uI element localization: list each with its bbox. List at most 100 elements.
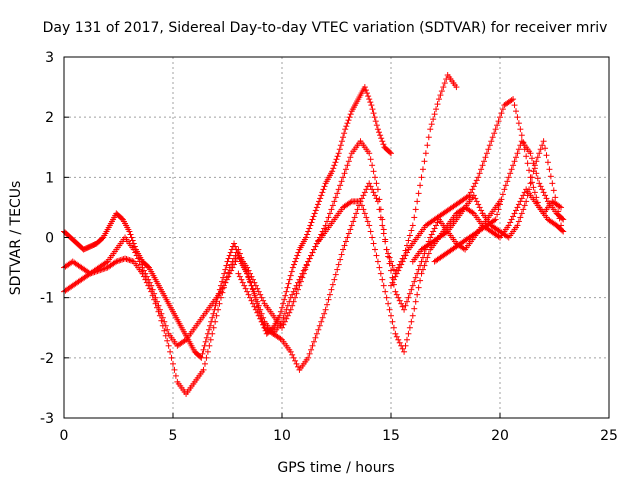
series-2-point-26 xyxy=(98,266,105,273)
series-3-point-15 xyxy=(257,315,264,322)
series-3-point-1 xyxy=(236,273,243,280)
series-3-point-102 xyxy=(383,294,390,301)
series-6-point-67 xyxy=(528,155,535,162)
series-2-point-159 xyxy=(292,357,299,364)
series-6-point-90 xyxy=(560,216,567,223)
series-6-point-54 xyxy=(510,162,517,169)
series-0-point-35 xyxy=(99,235,106,242)
series-2-point-252 xyxy=(427,234,434,241)
series-4-point-120 xyxy=(560,228,567,235)
series-0-point-200 xyxy=(279,304,285,311)
series-2-point-216 xyxy=(374,198,381,205)
series-6-point-41 xyxy=(491,217,498,224)
x-axis-label: GPS time / hours xyxy=(277,460,394,476)
series-4-point-83 xyxy=(508,97,515,104)
series-2-point-202 xyxy=(354,206,361,213)
series-6-point-77 xyxy=(543,195,550,202)
x-tick-label-1: 5 xyxy=(169,428,178,444)
series-3-point-109 xyxy=(393,333,400,340)
series-2-point-188 xyxy=(334,266,341,273)
series-3-point-36 xyxy=(287,294,294,301)
series-4-point-66 xyxy=(483,150,490,157)
series-2-point-25 xyxy=(97,267,104,274)
series-2-point-45 xyxy=(126,257,133,264)
series-0-point-213 xyxy=(293,255,300,262)
series-2-point-126 xyxy=(244,270,251,277)
series-6-point-53 xyxy=(508,166,515,173)
series-3-point-35 xyxy=(286,298,293,305)
series-6-point-57 xyxy=(514,150,521,157)
series-0-point-208 xyxy=(287,272,294,279)
series-0-point-236 xyxy=(318,192,325,199)
series-6-point-46 xyxy=(498,196,505,203)
series-4-point-53 xyxy=(465,193,472,200)
series-5-point-88 xyxy=(537,146,544,153)
series-1-point-187 xyxy=(332,194,339,201)
series-0-point-62 xyxy=(128,234,135,241)
series-1-point-155 xyxy=(286,309,293,316)
series-0-point-251 xyxy=(334,153,341,160)
series-5-point-80 xyxy=(526,186,533,193)
series-2-point-211 xyxy=(367,183,374,190)
series-0-point-282 xyxy=(368,102,375,109)
series-4-point-71 xyxy=(491,130,498,137)
series-0-point-153 xyxy=(227,249,234,256)
series-4-point-2 xyxy=(390,276,397,283)
series-4-point-0 xyxy=(388,282,394,289)
series-0-point-250 xyxy=(333,156,340,163)
series-3-point-114 xyxy=(401,348,408,355)
series-4-point-4 xyxy=(393,270,400,277)
series-2-point-172 xyxy=(310,338,317,345)
series-4-point-55 xyxy=(467,189,474,196)
series-4-point-70 xyxy=(489,134,496,141)
series-0-point-259 xyxy=(343,123,350,130)
series-3-point-10 xyxy=(249,300,256,307)
series-0-point-291 xyxy=(378,135,385,142)
series-3-point-50 xyxy=(308,252,315,259)
series-2-point-194 xyxy=(342,238,349,245)
series-3-point-33 xyxy=(283,306,290,313)
series-0-point-149 xyxy=(223,262,230,269)
series-2-point-28 xyxy=(101,265,108,272)
series-4-point-69 xyxy=(488,138,495,145)
series-0-point-157 xyxy=(232,243,239,250)
series-3-point-43 xyxy=(297,273,304,280)
series-3-point-32 xyxy=(281,310,288,317)
series-3-point-48 xyxy=(305,258,312,265)
series-2-point-96 xyxy=(200,366,207,373)
series-3-point-193 xyxy=(515,201,522,208)
series-2-point-104 xyxy=(212,318,219,325)
series-2-point-68 xyxy=(159,322,166,329)
series-3-point-17 xyxy=(260,321,267,328)
series-3-point-9 xyxy=(248,297,255,304)
series-2-point-239 xyxy=(408,286,415,293)
series-0-point-228 xyxy=(309,216,316,223)
series-2-point-105 xyxy=(213,312,220,319)
series-0-point-300 xyxy=(388,150,394,157)
series-2-point-66 xyxy=(156,312,163,319)
series-2-point-56 xyxy=(142,276,149,283)
series-5-point-95 xyxy=(547,173,554,180)
series-0-point-147 xyxy=(221,270,228,277)
series-1-point-153 xyxy=(283,315,290,322)
series-3-point-187 xyxy=(507,219,514,226)
series-6-point-70 xyxy=(533,170,540,177)
series-3-point-91 xyxy=(367,228,374,235)
series-0-point-276 xyxy=(361,84,368,91)
series-4-point-10 xyxy=(402,252,409,259)
series-3-point-42 xyxy=(296,276,303,283)
series-1-point-259 xyxy=(437,92,444,99)
series-3-point-53 xyxy=(312,243,319,250)
series-3-point-115 xyxy=(402,342,409,349)
series-3-point-124 xyxy=(415,284,422,291)
series-2-point-189 xyxy=(335,261,342,268)
series-3-point-105 xyxy=(388,312,394,319)
series-3-point-94 xyxy=(372,246,379,253)
series-1-point-191 xyxy=(338,178,345,185)
series-3-point-16 xyxy=(258,318,265,325)
series-3-point-12 xyxy=(252,306,259,313)
series-3-point-108 xyxy=(392,330,399,337)
series-2-point-214 xyxy=(372,192,379,199)
series-4-point-98 xyxy=(530,184,537,191)
